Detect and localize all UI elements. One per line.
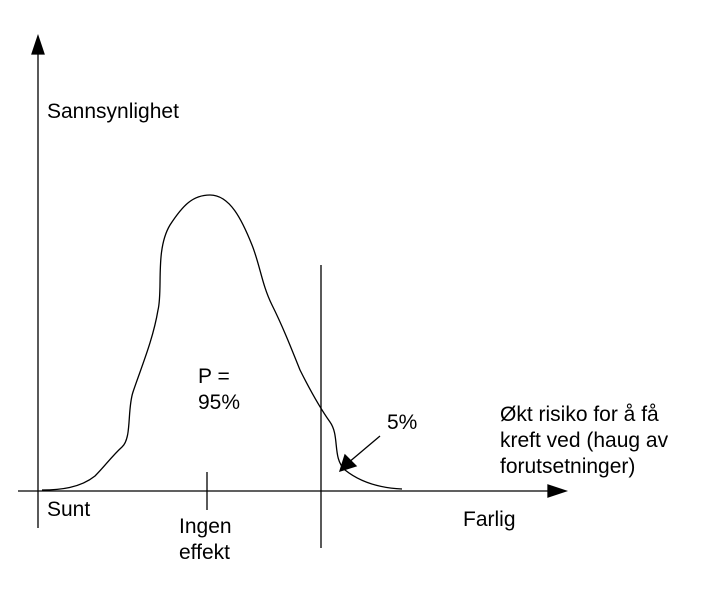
- y-axis-arrowhead: [31, 33, 45, 55]
- x-right-label: Farlig: [463, 508, 516, 531]
- probability-label: P = 95%: [198, 365, 241, 414]
- x-axis-label: Økt risiko for å få kreft ved (haug av f…: [500, 403, 669, 478]
- x-left-label: Sunt: [47, 498, 91, 521]
- tail-label: 5%: [387, 411, 418, 434]
- y-axis-label: Sannsynlighet: [47, 100, 179, 123]
- x-middle-label: Ingen effekt: [179, 515, 232, 564]
- tail-pointer-line: [347, 435, 381, 464]
- tail-pointer-arrowhead: [339, 453, 358, 472]
- x-axis-arrowhead: [547, 484, 569, 498]
- probability-curve: [41, 194, 403, 491]
